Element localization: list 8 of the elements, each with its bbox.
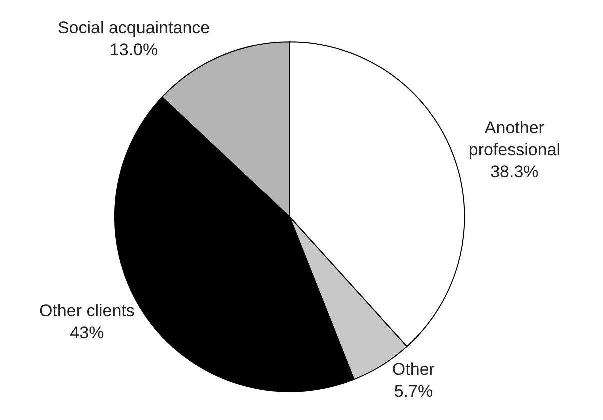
data-label: 13.0% — [110, 40, 158, 60]
data-label: 43% — [70, 323, 104, 342]
slice-label: Other — [392, 360, 436, 379]
slice-label: Social acquaintance — [58, 18, 210, 38]
data-label: 5.7% — [394, 382, 434, 401]
slice-label: Another professional — [468, 118, 561, 160]
slice-label: Other clients — [39, 301, 135, 320]
data-label: 38.3% — [490, 162, 539, 182]
